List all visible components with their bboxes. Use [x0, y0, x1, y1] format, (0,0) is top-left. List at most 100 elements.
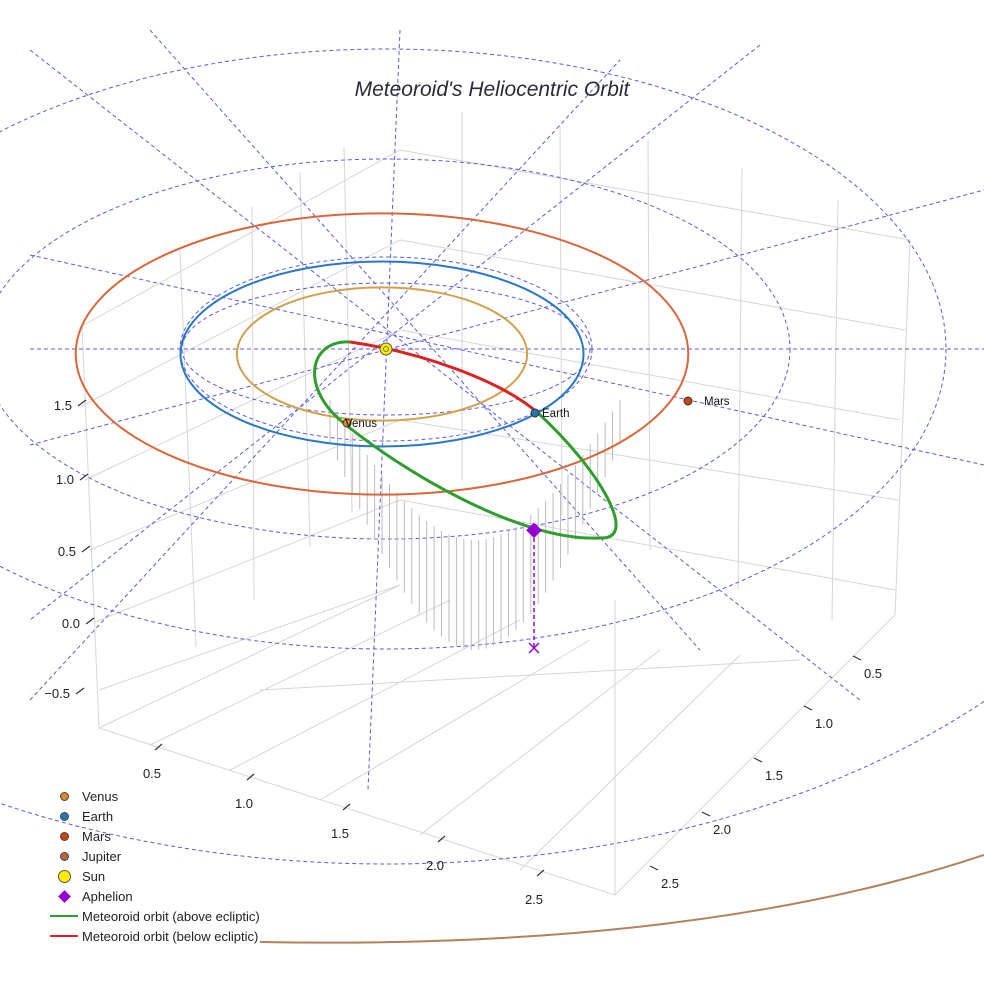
y-tick-label: 2.5 — [661, 876, 679, 891]
planet-label-mars: Mars — [704, 396, 730, 408]
y-tick-mark — [701, 811, 711, 817]
dot-icon — [46, 866, 82, 886]
grid-line — [399, 329, 901, 421]
ecliptic-spoke — [29, 59, 621, 701]
grid-line — [81, 149, 401, 327]
grid-line — [614, 614, 896, 896]
y-tick-label: 1.5 — [765, 768, 783, 783]
chart-title: Meteoroid's Heliocentric Orbit — [355, 78, 631, 101]
grid-line — [831, 199, 839, 621]
legend: Venus Earth Mars Jupiter Sun Aphelion Meteoroi… — [46, 786, 260, 946]
ecliptic-ring — [0, 48, 947, 650]
grid-line — [299, 171, 311, 547]
x-tick-label: 2.0 — [426, 858, 444, 873]
grid-line — [179, 249, 197, 648]
dot-icon — [46, 786, 82, 806]
grid-line — [399, 149, 911, 241]
z-tick-mark — [77, 399, 87, 407]
axis-ticks: 1.5 1.0 0.5 0.0 −0.5 0.5 1.0 1.5 2.0 2.5 0.5 1.0 1.5… — [44, 398, 882, 907]
aphelion-projection — [528, 642, 540, 654]
ecliptic-spoke — [29, 49, 861, 701]
planet-mars — [683, 396, 693, 406]
legend-item-earth[interactable]: Earth — [46, 806, 260, 826]
ecliptic-spoke — [29, 254, 984, 466]
dot-icon — [46, 806, 82, 826]
legend-item-mars[interactable]: Mars — [46, 826, 260, 846]
y-tick-mark — [852, 655, 862, 661]
grid-line — [559, 124, 563, 516]
grid-line — [399, 239, 906, 331]
x-tick-label: 2.5 — [525, 892, 543, 907]
y-tick-label: 1.0 — [815, 716, 833, 731]
x-tick-mark — [154, 743, 163, 751]
dot-icon — [46, 826, 82, 846]
ecliptic-spoke — [29, 189, 984, 446]
orbit-earth — [179, 260, 585, 448]
aphelion-marker — [526, 522, 542, 539]
z-tick-label: 1.0 — [56, 472, 74, 487]
x-tick-mark — [437, 835, 446, 843]
legend-line-icon — [46, 926, 82, 946]
ecliptic-ring — [0, 158, 791, 540]
grid-line — [98, 584, 401, 691]
legend-label: Aphelion — [82, 888, 133, 904]
legend-label: Meteoroid orbit (above ecliptic) — [82, 908, 260, 924]
axis-grid — [81, 112, 911, 896]
grid-line — [259, 659, 801, 691]
ecliptic-spoke — [367, 29, 401, 791]
z-tick-mark — [75, 687, 85, 695]
grid-line — [399, 499, 896, 591]
z-tick-mark — [79, 473, 89, 481]
grid-line — [81, 325, 100, 729]
grid-line — [94, 499, 401, 623]
x-tick-mark — [342, 803, 351, 811]
z-tick-label: 1.5 — [54, 398, 72, 413]
grid-line — [84, 329, 401, 481]
planet-label-venus: Venus — [345, 418, 377, 430]
grid-line — [319, 639, 591, 801]
z-tick-label: 0.5 — [58, 544, 76, 559]
x-tick-mark — [246, 773, 255, 781]
legend-label: Mars — [82, 828, 111, 844]
legend-label: Sun — [82, 868, 106, 884]
grid-line — [737, 167, 743, 591]
legend-label: Jupiter — [82, 848, 122, 864]
x-tick-mark — [536, 869, 545, 877]
y-tick-mark — [649, 865, 659, 871]
legend-label: Venus — [82, 788, 119, 804]
orbit-venus — [235, 286, 529, 422]
grid-line — [89, 419, 401, 551]
z-tick-label: −0.5 — [44, 686, 70, 701]
x-tick-label: 0.5 — [143, 766, 161, 781]
z-tick-mark — [81, 545, 91, 553]
grid-line — [647, 139, 651, 551]
grid-line — [98, 727, 616, 896]
grid-line — [343, 146, 353, 513]
grid-line — [251, 206, 255, 601]
z-tick-mark — [85, 617, 95, 625]
z-tick-label: 0.0 — [62, 616, 80, 631]
y-tick-label: 0.5 — [864, 666, 882, 681]
planet-label-earth: Earth — [542, 408, 570, 420]
legend-line-icon — [46, 906, 82, 926]
x-tick-label: 1.5 — [331, 826, 349, 841]
legend-item-jupiter[interactable]: Jupiter — [46, 846, 260, 866]
meteoroid-orbit-below — [349, 340, 539, 415]
orbits — [74, 212, 984, 944]
grid-line — [149, 599, 451, 746]
x-tick-label: 1.0 — [235, 796, 253, 811]
orbit-mars — [74, 212, 690, 496]
y-tick-mark — [803, 705, 813, 711]
legend-item-aphelion[interactable]: Aphelion — [46, 886, 260, 906]
legend-item-meteoroid-orbit-above-ecliptic-[interactable]: Meteoroid orbit (above ecliptic) — [46, 906, 260, 926]
sun-marker — [379, 342, 393, 356]
meteoroid-orbit-above — [313, 340, 618, 540]
legend-item-sun[interactable]: Sun — [46, 866, 260, 886]
planet-venus — [342, 418, 352, 428]
legend-item-venus[interactable]: Venus — [46, 786, 260, 806]
grid-line — [519, 654, 741, 871]
grid-line — [419, 649, 661, 836]
ecliptic-spoke — [149, 29, 701, 651]
legend-item-meteoroid-orbit-below-ecliptic-[interactable]: Meteoroid orbit (below ecliptic) — [46, 926, 260, 946]
grid-line — [229, 619, 521, 771]
